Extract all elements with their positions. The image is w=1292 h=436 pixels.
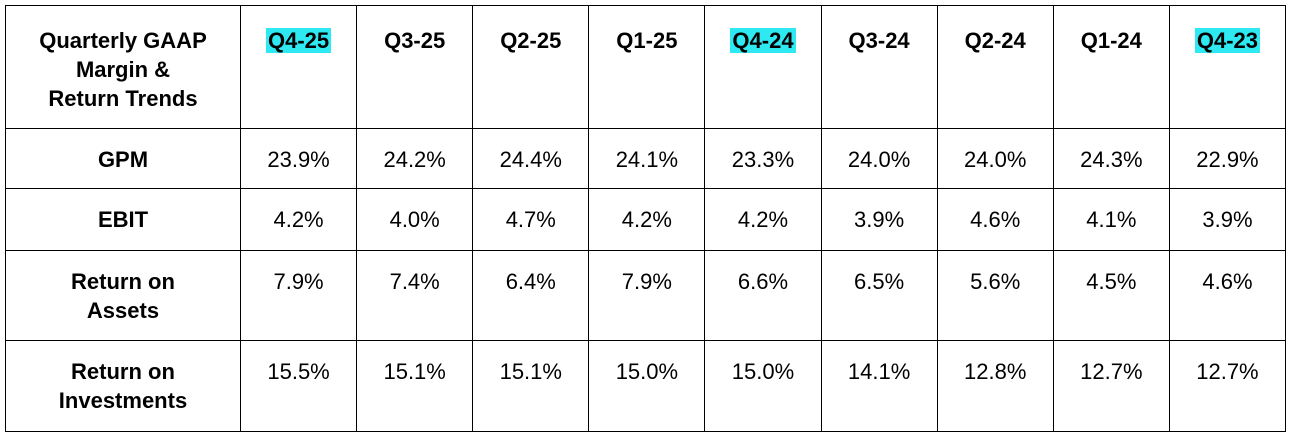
quarter-label: Q4-23	[1194, 28, 1261, 53]
value-cell: 23.9%	[239, 128, 358, 189]
row-label: Return on Investments	[5, 340, 241, 432]
value-cell: 4.0%	[356, 188, 474, 251]
value-cell: 4.2%	[588, 188, 706, 251]
header-cell: Q2-25	[472, 5, 590, 129]
quarter-label: Q1-24	[1080, 28, 1142, 53]
value-cell: 24.0%	[936, 128, 1054, 189]
row-label: EBIT	[5, 188, 241, 251]
header-cell: Q1-25	[588, 5, 706, 129]
value-cell: 5.6%	[936, 250, 1054, 341]
quarter-label: Q4-25	[265, 28, 332, 53]
value-cell: 15.0%	[588, 340, 706, 432]
value-cell: 12.7%	[1052, 340, 1170, 432]
header-cell: Q2-24	[936, 5, 1054, 129]
header-cell: Q3-24	[820, 5, 938, 129]
value-cell: 4.5%	[1052, 250, 1170, 341]
value-cell: 3.9%	[1168, 188, 1287, 251]
header-cell: Q1-24	[1052, 5, 1170, 129]
header-title-cell: Quarterly GAAP Margin & Return Trends	[5, 5, 241, 129]
value-cell: 15.1%	[356, 340, 474, 432]
data-row: Return on Investments 15.5% 15.1% 15.1% 15.0…	[5, 340, 1287, 432]
value-cell: 4.2%	[239, 188, 358, 251]
value-cell: 24.4%	[472, 128, 590, 189]
quarter-label: Q3-25	[384, 28, 446, 53]
value-cell: 24.0%	[820, 128, 938, 189]
value-cell: 24.2%	[356, 128, 474, 189]
value-cell: 4.7%	[472, 188, 590, 251]
value-cell: 3.9%	[820, 188, 938, 251]
value-cell: 24.1%	[588, 128, 706, 189]
header-cell: Q4-23	[1168, 5, 1287, 129]
value-cell: 7.9%	[588, 250, 706, 341]
value-cell: 4.6%	[936, 188, 1054, 251]
value-cell: 4.2%	[704, 188, 822, 251]
value-cell: 6.6%	[704, 250, 822, 341]
value-cell: 24.3%	[1052, 128, 1170, 189]
value-cell: 7.4%	[356, 250, 474, 341]
row-label: Return on Assets	[5, 250, 241, 341]
value-cell: 23.3%	[704, 128, 822, 189]
data-row: EBIT 4.2% 4.0% 4.7% 4.2% 4.2% 3.9% 4.6% 4.1% 3.9%	[5, 188, 1287, 251]
value-cell: 7.9%	[239, 250, 358, 341]
value-cell: 6.4%	[472, 250, 590, 341]
value-cell: 15.0%	[704, 340, 822, 432]
value-cell: 4.6%	[1168, 250, 1287, 341]
quarter-label: Q4-24	[730, 28, 796, 53]
data-row: GPM 23.9% 24.2% 24.4% 24.1% 23.3% 24.0% 24.0% 24…	[5, 128, 1287, 189]
table-title: Quarterly GAAP Margin & Return Trends	[39, 28, 207, 111]
quarter-label: Q3-24	[848, 28, 910, 53]
header-row: Quarterly GAAP Margin & Return Trends Q4-…	[5, 5, 1287, 129]
quarter-label: Q2-25	[500, 28, 562, 53]
header-cell: Q4-24	[704, 5, 822, 129]
trend-table: Quarterly GAAP Margin & Return Trends Q4-…	[5, 5, 1287, 432]
data-row: Return on Assets 7.9% 7.4% 6.4% 7.9% 6.6% 6.5%…	[5, 250, 1287, 341]
value-cell: 12.8%	[936, 340, 1054, 432]
value-cell: 14.1%	[820, 340, 938, 432]
value-cell: 12.7%	[1168, 340, 1287, 432]
header-cell: Q4-25	[239, 5, 358, 129]
value-cell: 15.1%	[472, 340, 590, 432]
value-cell: 6.5%	[820, 250, 938, 341]
quarter-label: Q1-25	[616, 28, 678, 53]
value-cell: 15.5%	[239, 340, 358, 432]
row-label: GPM	[5, 128, 241, 189]
value-cell: 4.1%	[1052, 188, 1170, 251]
header-cell: Q3-25	[356, 5, 474, 129]
value-cell: 22.9%	[1168, 128, 1287, 189]
quarter-label: Q2-24	[964, 28, 1026, 53]
